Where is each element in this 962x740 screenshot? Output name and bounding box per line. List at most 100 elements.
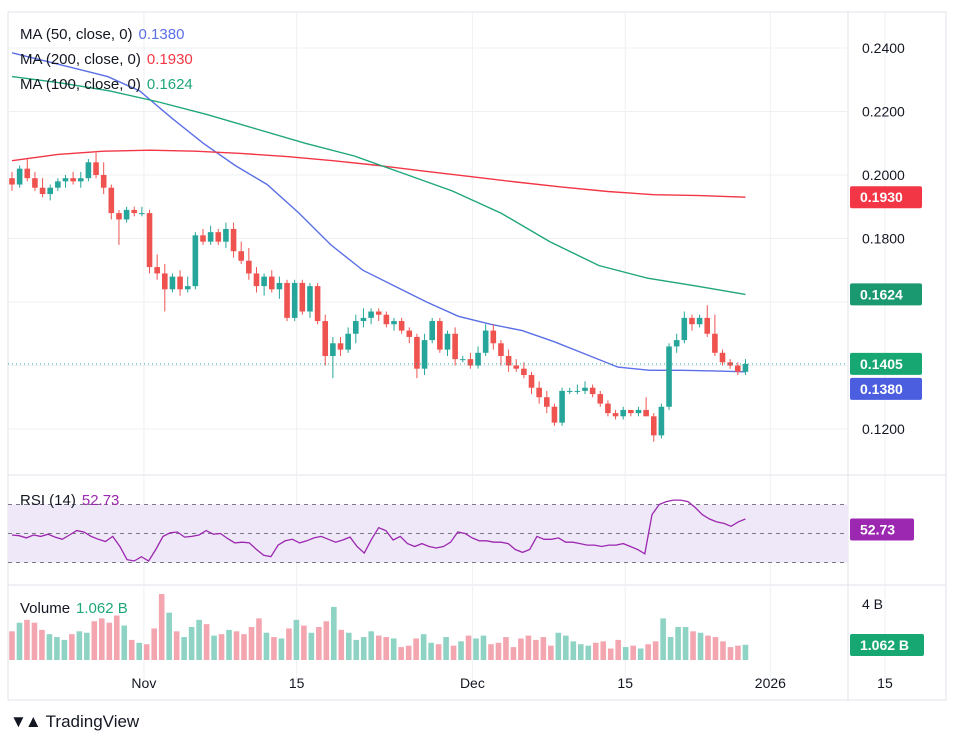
candle-body	[383, 314, 390, 325]
volume-bar	[518, 638, 524, 660]
tradingview-mark-icon: ▼▲	[10, 712, 42, 731]
volume-bar	[667, 637, 674, 660]
candle-body	[467, 359, 474, 366]
volume-bar	[533, 639, 539, 660]
volume-tag	[850, 634, 924, 656]
candle-body	[70, 178, 76, 182]
candle-body	[368, 311, 374, 318]
candle-body	[398, 321, 405, 331]
volume-bar	[345, 632, 352, 660]
volume-bar	[301, 625, 307, 660]
candle-body	[742, 363, 749, 372]
candle-body	[93, 162, 99, 175]
price-tag-ma50	[850, 377, 922, 400]
price-tag-ma200	[850, 186, 922, 209]
candle-body	[146, 213, 153, 268]
volume-bar	[263, 632, 270, 660]
ma-line-50	[11, 52, 746, 373]
volume-bar	[727, 647, 734, 660]
candle-body	[528, 375, 535, 388]
candle-body	[444, 333, 451, 350]
candle-body	[268, 276, 275, 290]
candle-body	[375, 311, 382, 315]
candle-body	[406, 330, 413, 337]
volume-bar	[76, 631, 83, 660]
volume-label: Volume	[20, 600, 71, 617]
y-tick-label: 0.1200	[862, 421, 905, 437]
candle-body	[154, 267, 160, 274]
volume-bar	[9, 631, 15, 660]
candle-body	[192, 235, 199, 287]
volume-bar	[600, 641, 607, 660]
price-tag-last	[850, 352, 922, 375]
candle-body	[9, 178, 15, 185]
volume-bar	[218, 634, 225, 660]
rsi-line	[11, 499, 746, 562]
candle-body	[139, 213, 145, 215]
volume-bar	[188, 627, 195, 660]
candle-body	[536, 387, 542, 398]
volume-bar	[712, 637, 719, 660]
candle-body	[200, 235, 206, 242]
volume-bar	[136, 642, 143, 660]
chart-border	[7, 11, 947, 701]
candle-body	[475, 352, 481, 366]
candle-body	[566, 390, 573, 392]
legend-volume: Volume 1.062 B	[20, 596, 128, 621]
candle-body	[116, 213, 122, 220]
volume-bar	[106, 622, 113, 660]
candle-body	[505, 355, 512, 366]
candle-body	[39, 187, 46, 195]
candle-body	[299, 282, 306, 312]
candle-body	[284, 282, 290, 318]
volume-bar	[480, 635, 487, 660]
legend-ma200: MA (200, close, 0) 0.1930	[20, 47, 193, 72]
candle-body	[16, 168, 23, 185]
volume-bar	[113, 615, 120, 660]
candle-body	[574, 390, 581, 392]
volume-bar	[705, 635, 711, 660]
candle-body	[291, 282, 298, 318]
x-tick-label: Nov	[131, 675, 156, 691]
volume-bar	[338, 629, 345, 660]
candle-body	[246, 260, 252, 274]
candle-body	[353, 321, 359, 334]
volume-bar	[488, 644, 494, 660]
y-tick-label: 0.2000	[862, 167, 905, 183]
volume-tag-text: 1.062 B	[860, 637, 909, 653]
volume-bar	[256, 618, 262, 660]
volume-bar	[166, 612, 172, 660]
candle-body	[719, 352, 726, 363]
volume-bar	[577, 644, 584, 660]
volume-bar	[248, 627, 255, 660]
volume-bar	[443, 637, 449, 660]
ma50-value: 0.1380	[138, 26, 185, 43]
candle-body	[24, 168, 31, 179]
tradingview-logo[interactable]: ▼▲ TradingView	[10, 712, 139, 732]
candle-body	[391, 321, 397, 325]
volume-bar	[735, 645, 741, 660]
rsi-tag-text: 52.73	[860, 522, 895, 538]
candle-body	[276, 282, 283, 290]
candle-body	[650, 416, 657, 436]
volume-bar	[563, 635, 569, 660]
volume-bar	[211, 635, 217, 660]
candle-body	[314, 286, 321, 322]
candle-body	[131, 209, 138, 214]
candle-body	[589, 387, 596, 395]
candle-body	[635, 409, 642, 414]
volume-bar	[630, 645, 636, 660]
volume-bar	[473, 638, 479, 660]
price-tag-last-text: 0.1405	[860, 356, 903, 372]
volume-bar	[450, 645, 457, 660]
volume-bar	[39, 629, 45, 660]
candle-body	[360, 317, 367, 322]
rsi-label: RSI (14)	[20, 492, 76, 509]
x-tick-label: 2026	[755, 675, 786, 691]
volume-bar	[278, 638, 285, 660]
volume-bar	[435, 644, 442, 660]
ma100-value: 0.1624	[146, 76, 193, 93]
price-tag-ma200-text: 0.1930	[860, 189, 903, 205]
rsi-tag	[850, 518, 914, 541]
